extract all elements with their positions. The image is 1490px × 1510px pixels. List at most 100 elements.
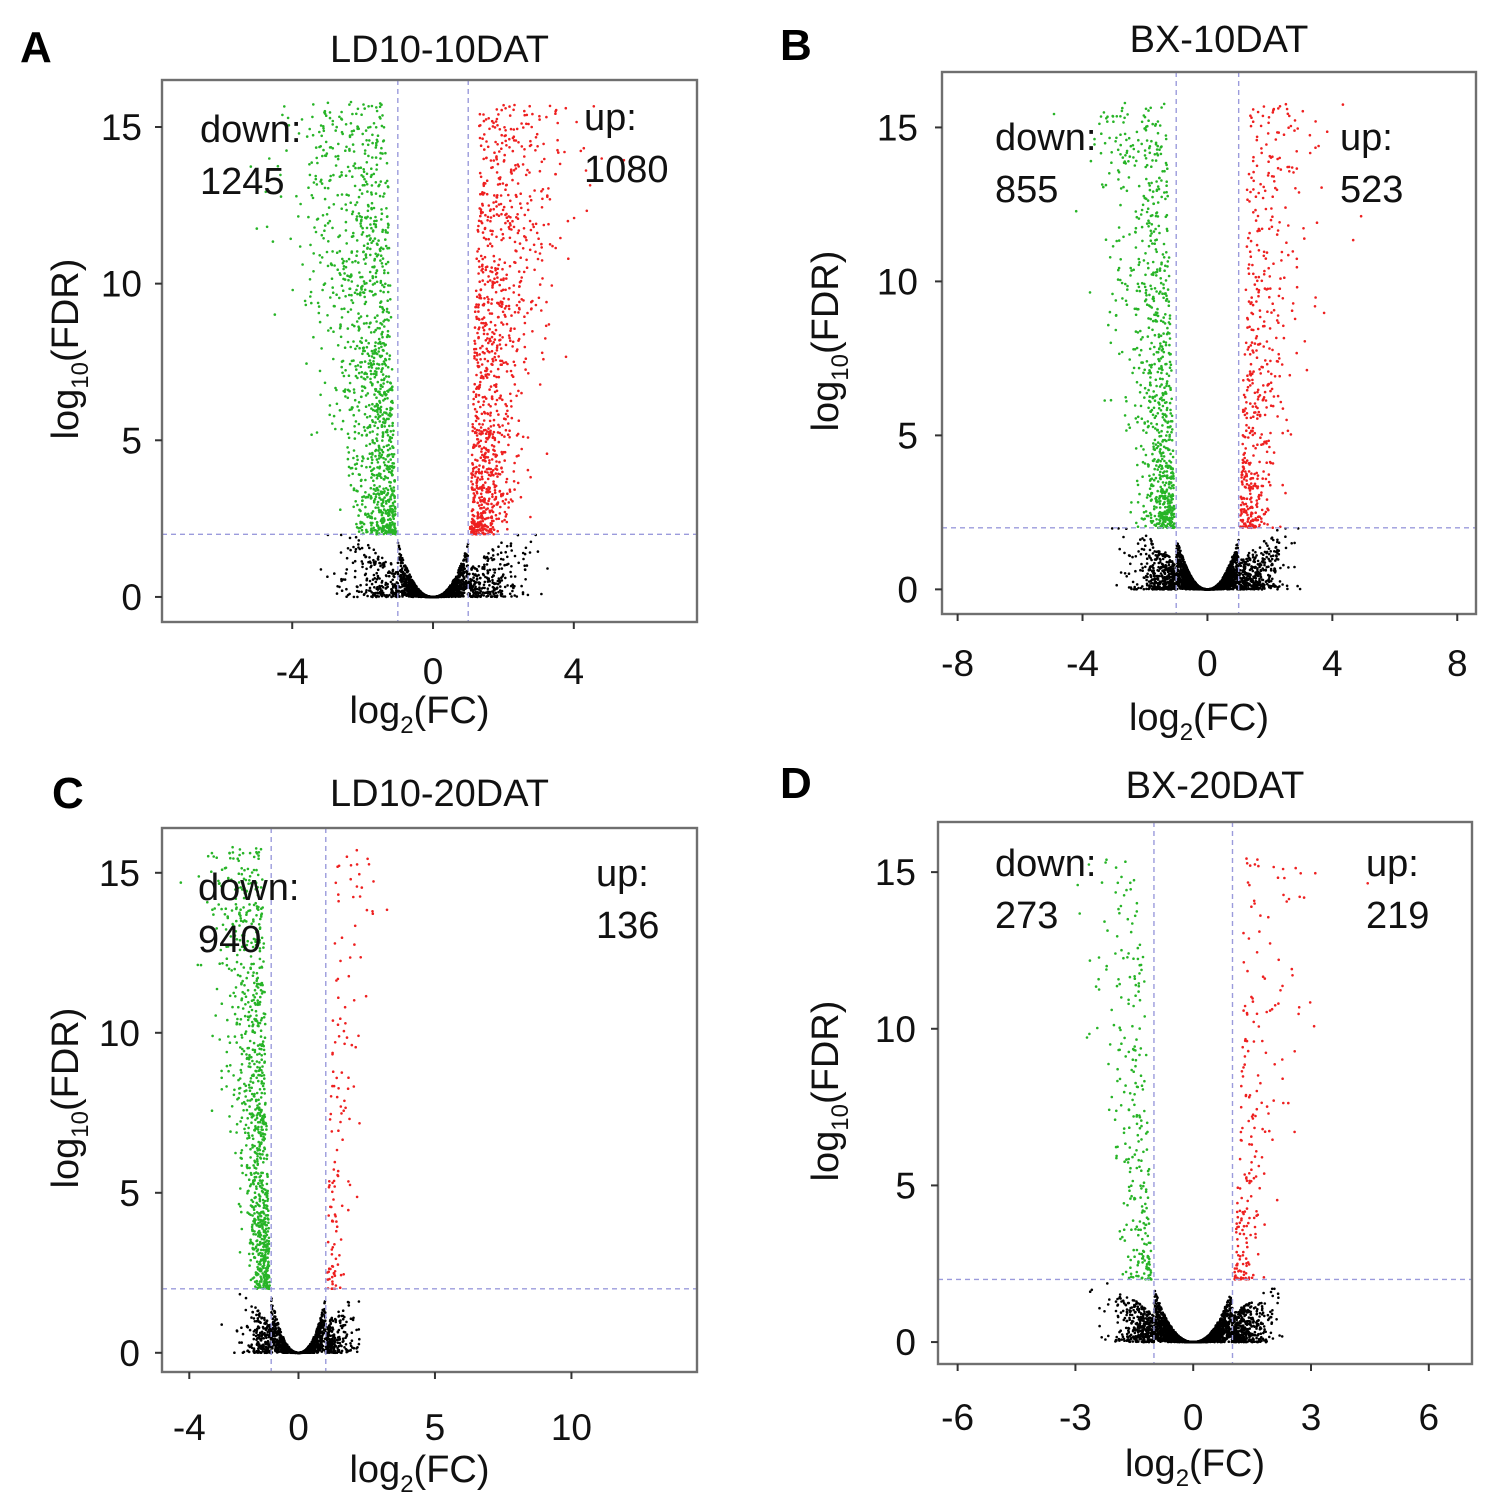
data-point bbox=[326, 186, 330, 190]
data-point bbox=[505, 513, 508, 516]
data-point bbox=[528, 551, 532, 554]
data-point bbox=[491, 436, 495, 440]
data-point bbox=[386, 582, 389, 586]
data-point bbox=[353, 291, 357, 295]
data-point bbox=[366, 426, 369, 430]
data-point bbox=[509, 127, 513, 131]
data-point bbox=[349, 275, 352, 279]
data-point bbox=[450, 584, 454, 587]
data-point bbox=[521, 592, 525, 596]
data-point bbox=[326, 264, 330, 268]
data-point bbox=[498, 182, 502, 186]
data-point bbox=[264, 190, 268, 194]
data-point bbox=[444, 592, 447, 595]
data-point bbox=[464, 558, 468, 561]
data-point bbox=[349, 273, 353, 276]
data-point bbox=[448, 586, 452, 590]
data-point bbox=[365, 528, 368, 532]
data-point bbox=[362, 175, 365, 178]
data-point bbox=[504, 515, 508, 518]
data-point bbox=[485, 347, 489, 351]
data-point bbox=[608, 120, 611, 123]
points-layer bbox=[1052, 101, 1363, 591]
data-point bbox=[359, 395, 363, 399]
data-point bbox=[362, 103, 365, 106]
data-point bbox=[360, 288, 363, 291]
data-point bbox=[521, 551, 525, 555]
data-point bbox=[341, 371, 344, 375]
data-point bbox=[487, 117, 491, 120]
data-point bbox=[379, 455, 383, 459]
data-point bbox=[329, 296, 332, 299]
data-point bbox=[462, 576, 466, 579]
data-point bbox=[381, 257, 385, 260]
data-point bbox=[355, 254, 358, 257]
data-point bbox=[384, 282, 387, 286]
data-point bbox=[386, 380, 389, 384]
data-point bbox=[478, 353, 482, 356]
data-point bbox=[516, 213, 519, 216]
data-point bbox=[495, 594, 499, 597]
data-point bbox=[381, 230, 384, 233]
data-point bbox=[494, 120, 498, 123]
data-point bbox=[476, 525, 479, 529]
data-point bbox=[368, 322, 372, 325]
data-point bbox=[385, 352, 389, 355]
data-point bbox=[361, 562, 365, 565]
data-point bbox=[381, 283, 384, 287]
data-point bbox=[372, 206, 376, 210]
data-point bbox=[540, 206, 544, 209]
data-point bbox=[498, 258, 502, 261]
data-point bbox=[366, 375, 369, 379]
data-point bbox=[381, 529, 385, 532]
data-point bbox=[368, 546, 371, 550]
data-point bbox=[407, 580, 411, 584]
data-point bbox=[334, 164, 338, 167]
data-point bbox=[323, 282, 327, 285]
data-point bbox=[485, 436, 488, 440]
data-point bbox=[377, 363, 381, 366]
data-point bbox=[506, 219, 510, 223]
data-point bbox=[334, 129, 338, 132]
data-point bbox=[370, 472, 374, 476]
data-point bbox=[1290, 542, 1293, 545]
data-point bbox=[352, 545, 355, 549]
data-point bbox=[356, 595, 359, 599]
data-point bbox=[488, 209, 492, 213]
data-point bbox=[377, 506, 380, 510]
data-point bbox=[349, 201, 353, 204]
data-point bbox=[481, 453, 484, 457]
data-point bbox=[355, 239, 359, 242]
data-point bbox=[523, 213, 527, 217]
data-point bbox=[315, 431, 319, 434]
data-point bbox=[523, 345, 527, 349]
data-point bbox=[374, 560, 377, 563]
data-point bbox=[384, 500, 388, 503]
data-point bbox=[480, 221, 484, 225]
data-point bbox=[361, 389, 364, 393]
data-point bbox=[502, 297, 506, 300]
data-point bbox=[363, 573, 367, 577]
data-point bbox=[301, 263, 304, 266]
data-point bbox=[366, 143, 370, 147]
data-point bbox=[526, 436, 530, 439]
data-point bbox=[308, 173, 312, 177]
data-point bbox=[385, 393, 388, 396]
data-point bbox=[515, 434, 519, 437]
data-point bbox=[487, 341, 490, 345]
data-point bbox=[471, 429, 475, 433]
data-point bbox=[350, 293, 353, 297]
data-point bbox=[492, 430, 496, 434]
data-point bbox=[503, 502, 507, 505]
data-point bbox=[500, 321, 503, 324]
data-point bbox=[370, 349, 374, 353]
data-point bbox=[535, 132, 539, 136]
data-point bbox=[526, 468, 530, 472]
data-point bbox=[334, 155, 338, 158]
data-point bbox=[1293, 541, 1296, 545]
data-point bbox=[390, 590, 394, 593]
data-point bbox=[363, 360, 367, 363]
data-point bbox=[365, 139, 368, 142]
data-point bbox=[323, 197, 327, 201]
data-point bbox=[372, 479, 375, 483]
